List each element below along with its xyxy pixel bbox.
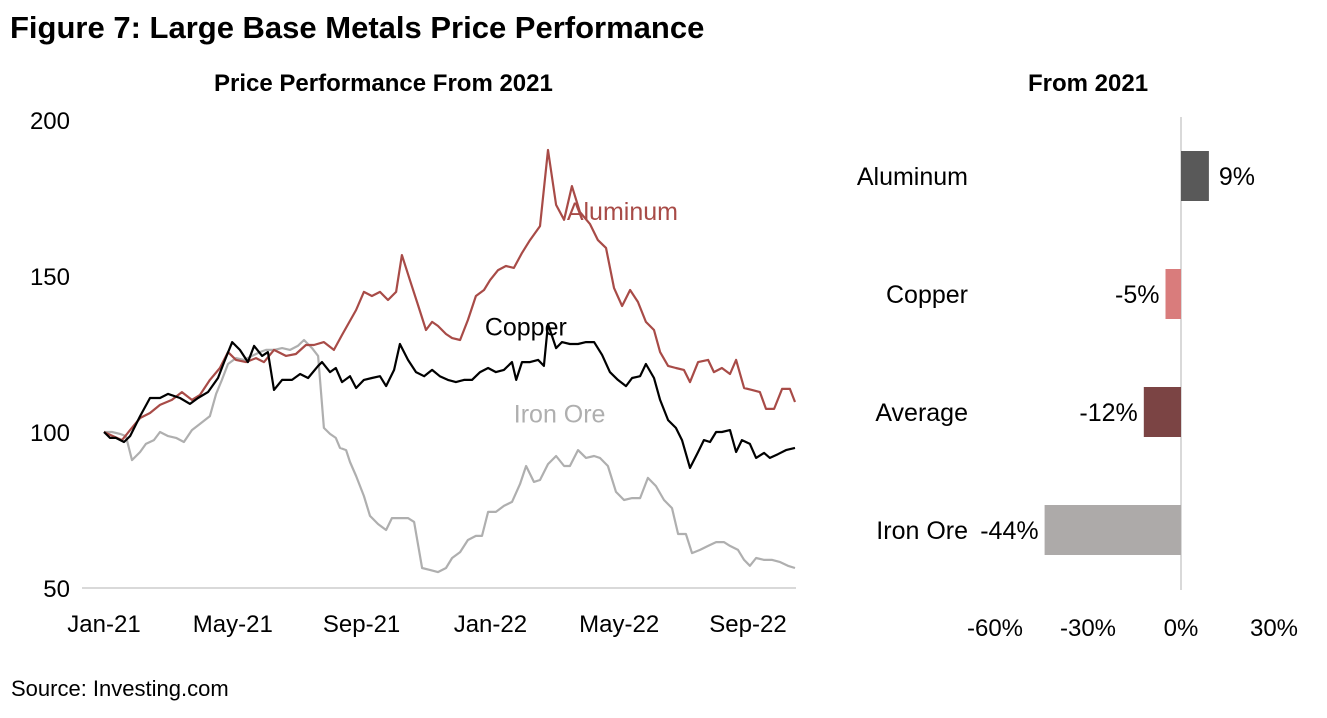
bar-category-label: Iron Ore [876,517,968,545]
source-note: Source: Investing.com [11,676,229,701]
series-label-copper: Copper [485,313,567,341]
bar-category-label: Average [875,399,968,427]
bar-x-tick-label: -30% [1060,615,1116,642]
bar-value-label: -5% [1115,281,1159,309]
bar-iron-ore [1044,505,1181,555]
series-label-iron-ore: Iron Ore [514,401,606,429]
bar-copper [1165,269,1181,319]
y-tick-label: 200 [30,108,70,135]
bar-category-label: Aluminum [857,163,968,191]
series-line-copper [103,322,796,469]
bar-value-label: 9% [1219,163,1255,191]
x-tick-label: Sep-22 [709,611,786,638]
bar-chart-title: From 2021 [1028,70,1149,97]
bar-aluminum [1181,151,1209,201]
series-line-aluminum [103,148,797,442]
y-tick-label: 100 [30,420,70,447]
x-tick-label: May-22 [579,611,659,638]
series-line-iron-ore [104,338,796,574]
line-chart-title: Price Performance From 2021 [214,70,553,97]
y-tick-label: 150 [30,264,70,291]
y-tick-label: 50 [43,576,70,603]
bar-value-label: -44% [980,517,1038,545]
x-tick-label: Sep-21 [323,611,400,638]
bar-category-label: Copper [886,281,968,309]
series-label-aluminum: Aluminum [567,198,678,226]
figure-title: Figure 7: Large Base Metals Price Perfor… [10,10,705,45]
bar-value-label: -12% [1079,399,1137,427]
x-tick-label: Jan-21 [67,611,140,638]
bar-average [1143,387,1181,437]
line-chart: 50 100 150 200 Jan-21 May-21 Sep-21 Jan-22 May-2… [30,108,797,638]
bar-x-tick-label: 30% [1250,615,1298,642]
bar-x-tick-label: 0% [1164,615,1199,642]
bar-chart: 9% Aluminum -5% Copper -12% Average -44% Iron O… [857,117,1298,642]
bar-x-tick-label: -60% [967,615,1023,642]
x-tick-label: Jan-22 [454,611,527,638]
x-tick-label: May-21 [193,611,273,638]
